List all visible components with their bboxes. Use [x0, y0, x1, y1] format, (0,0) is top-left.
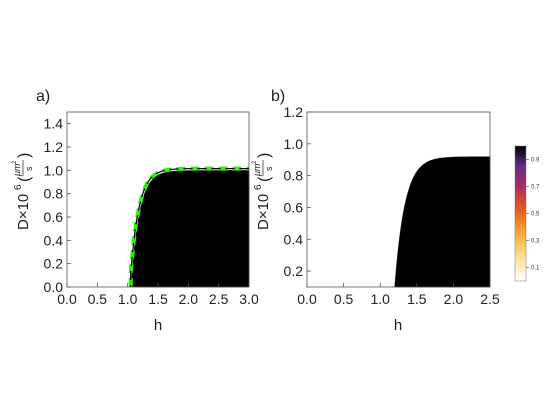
panel-b-unit-den: s — [264, 166, 274, 171]
panel-b-x-axis-label: h — [394, 317, 402, 334]
panel-a: a) 0.0 0.5 1.0 1.5 2.0 2.5 3.0 0.0 0.2 0.4 0.6 0.8… — [12, 88, 259, 334]
panel-a-y-label-prefix: D×10 — [15, 194, 32, 230]
x-tick-label: 0.5 — [88, 291, 108, 307]
panel-a-unit-num: μm — [12, 163, 22, 177]
panel-a-x-axis-label: h — [154, 317, 162, 334]
colorbar-tick-label: 0.5 — [531, 212, 540, 218]
colorbar-gradient — [514, 145, 527, 282]
panel-a-dashed-boundary-dark — [130, 168, 249, 287]
x-tick-label: 1.0 — [370, 291, 390, 307]
x-tick-label: 0.5 — [334, 291, 354, 307]
x-tick-label: 2.5 — [480, 291, 500, 307]
panel-a-contour-fill — [128, 166, 250, 288]
y-tick-label: 1.0 — [44, 162, 64, 178]
panel-a-y-ticks: 0.0 0.2 0.4 0.6 0.8 1.0 1.2 1.4 — [44, 116, 71, 295]
colorbar-tick-label: 0.7 — [531, 185, 540, 191]
y-tick-label: 0.4 — [284, 231, 304, 247]
colorbar-ticks: 0.9 0.7 0.5 0.3 0.1 — [526, 158, 540, 272]
x-tick-label: 1.5 — [148, 291, 168, 307]
y-tick-label: 0.2 — [44, 256, 64, 272]
panel-a-unit-num-exp: 2 — [12, 160, 18, 164]
panel-b-paren-open: ( — [256, 176, 273, 182]
panel-a-contour-band — [130, 170, 250, 288]
x-tick-label: 0.0 — [57, 291, 77, 307]
colorbar-tick-label: 0.1 — [531, 266, 540, 272]
x-tick-label: 2.0 — [179, 291, 199, 307]
panel-b: b) 0.0 0.5 1.0 1.5 2.0 2.5 0.2 0.4 0.6 0.8 1.0 1.2… — [252, 88, 500, 334]
panel-a-paren-close: ) — [16, 153, 33, 158]
x-tick-label: 1.0 — [118, 291, 138, 307]
panel-a-y-axis-label: D×10 6 ( μm 2 s ) — [12, 153, 34, 230]
panel-a-x-ticks: 0.0 0.5 1.0 1.5 2.0 2.5 3.0 — [57, 283, 259, 307]
y-tick-label: 0.6 — [44, 209, 64, 225]
panel-a-unit-den: s — [24, 166, 34, 171]
panel-a-paren-open: ( — [16, 176, 33, 182]
x-tick-label: 0.0 — [297, 291, 317, 307]
panel-b-y-axis-label: D×10 6 ( μm 2 s ) — [252, 153, 274, 230]
panel-b-contour-band — [393, 156, 491, 288]
panel-b-y-label-exp: 6 — [253, 184, 264, 190]
panel-a-label: a) — [36, 88, 50, 105]
colorbar-tick-label: 0.3 — [531, 239, 540, 245]
y-tick-label: 1.0 — [284, 136, 304, 152]
panel-a-y-label-exp: 6 — [13, 184, 24, 190]
panel-b-y-ticks: 0.2 0.4 0.6 0.8 1.0 1.2 — [284, 104, 311, 279]
panel-b-y-label-prefix: D×10 — [255, 194, 272, 230]
panel-b-unit-num-exp: 2 — [252, 160, 258, 164]
panel-b-x-ticks: 0.0 0.5 1.0 1.5 2.0 2.5 — [297, 283, 500, 307]
y-tick-label: 0.4 — [44, 232, 64, 248]
panel-b-frame — [306, 111, 491, 288]
panel-b-contour-fill — [393, 156, 491, 288]
y-tick-label: 0.0 — [44, 279, 64, 295]
colorbar-tick-label: 0.9 — [531, 158, 540, 164]
panel-b-paren-close: ) — [256, 153, 273, 158]
y-tick-label: 0.6 — [284, 199, 304, 215]
y-tick-label: 1.2 — [44, 139, 64, 155]
y-tick-label: 1.4 — [44, 116, 64, 132]
y-tick-label: 1.2 — [284, 104, 304, 120]
x-tick-label: 2.5 — [209, 291, 229, 307]
colorbar: 0.9 0.7 0.5 0.3 0.1 — [514, 145, 540, 282]
y-tick-label: 0.8 — [284, 168, 304, 184]
x-tick-label: 2.0 — [444, 291, 464, 307]
x-tick-label: 1.5 — [407, 291, 427, 307]
y-tick-label: 0.8 — [44, 186, 64, 202]
x-tick-label: 3.0 — [239, 291, 259, 307]
panel-b-label: b) — [271, 88, 285, 105]
panel-b-unit-num: μm — [252, 163, 262, 177]
y-tick-label: 0.2 — [284, 263, 304, 279]
